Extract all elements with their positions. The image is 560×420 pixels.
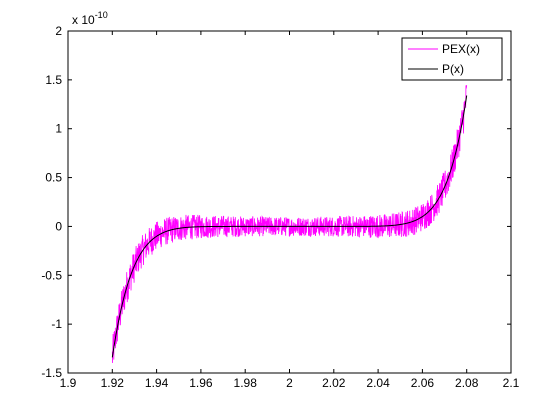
x-tick-label: 2.02 (322, 376, 346, 390)
y-tick-label: 2 (55, 24, 62, 38)
legend-label-pex: PEX(x) (442, 42, 480, 56)
x-tick-label: 1.92 (101, 376, 125, 390)
y-multiplier-exponent: -10 (95, 10, 108, 20)
x-tick-label: 2 (286, 376, 293, 390)
x-tick-label: 1.96 (189, 376, 213, 390)
y-tick-label: -1 (51, 317, 62, 331)
x-tick-label: 1.9 (60, 376, 77, 390)
legend-box (401, 37, 503, 81)
x-tick-label: 2.06 (411, 376, 435, 390)
x-axis: 1.9 1.92 1.94 1.96 1.98 2 2.02 2.04 2.06 2.08 2.1 (60, 31, 520, 390)
y-multiplier: x 10-10 (72, 10, 108, 27)
y-axis: -1.5 -1 -0.5 0 0.5 1 1.5 2 (41, 24, 511, 380)
legend-label-p: P(x) (442, 62, 464, 76)
y-tick-label: 1 (55, 122, 62, 136)
x-tick-label: 2.08 (455, 376, 479, 390)
x-tick-label: 2.04 (366, 376, 390, 390)
x-tick-label: 1.98 (234, 376, 258, 390)
y-multiplier-base: x 10 (72, 13, 95, 27)
plot-area (68, 31, 511, 373)
x-tick-label: 2.1 (503, 376, 520, 390)
series-pex-line (111, 85, 468, 363)
x-tick-label: 1.94 (145, 376, 169, 390)
y-tick-label: -0.5 (41, 268, 62, 282)
y-tick-label: 0 (55, 219, 62, 233)
y-tick-label: 0.5 (45, 171, 62, 185)
y-tick-label: 1.5 (45, 73, 62, 87)
series-p-line (111, 95, 468, 358)
y-tick-label: -1.5 (41, 366, 62, 380)
series-layer (111, 85, 468, 363)
legend: PEX(x) P(x) (401, 37, 503, 81)
